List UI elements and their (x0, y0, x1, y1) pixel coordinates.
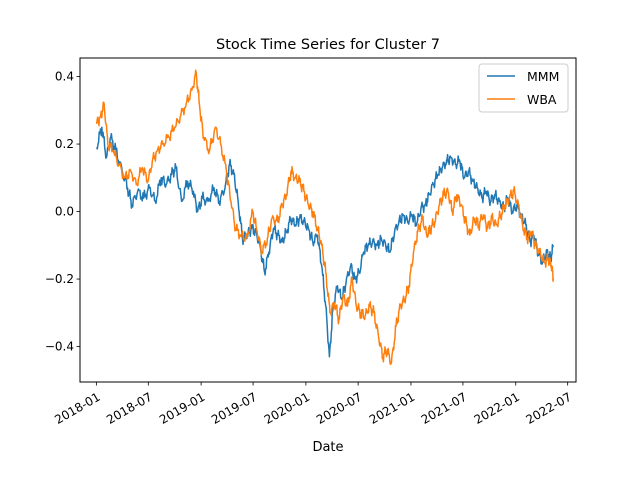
y-tick-label: 0.2 (55, 137, 74, 151)
chart-title: Stock Time Series for Cluster 7 (216, 37, 440, 53)
legend: MMM WBA (478, 63, 569, 113)
plot-area (79, 57, 577, 383)
y-axis: −0.4 −0.2 0.0 0.2 0.4 (45, 70, 80, 354)
series-line-wba (95, 69, 555, 366)
y-tick-label: 0.4 (55, 70, 74, 84)
legend-label-mmm: MMM (527, 69, 559, 84)
axes-frame (79, 57, 577, 383)
x-axis-label: Date (312, 440, 343, 455)
y-tick-label: 0.0 (55, 205, 74, 219)
series-line-mmm (95, 126, 555, 358)
series-layer (95, 69, 555, 366)
y-tick-label: −0.2 (45, 272, 74, 286)
y-tick-label: −0.4 (45, 340, 74, 354)
legend-label-wba: WBA (527, 92, 557, 107)
